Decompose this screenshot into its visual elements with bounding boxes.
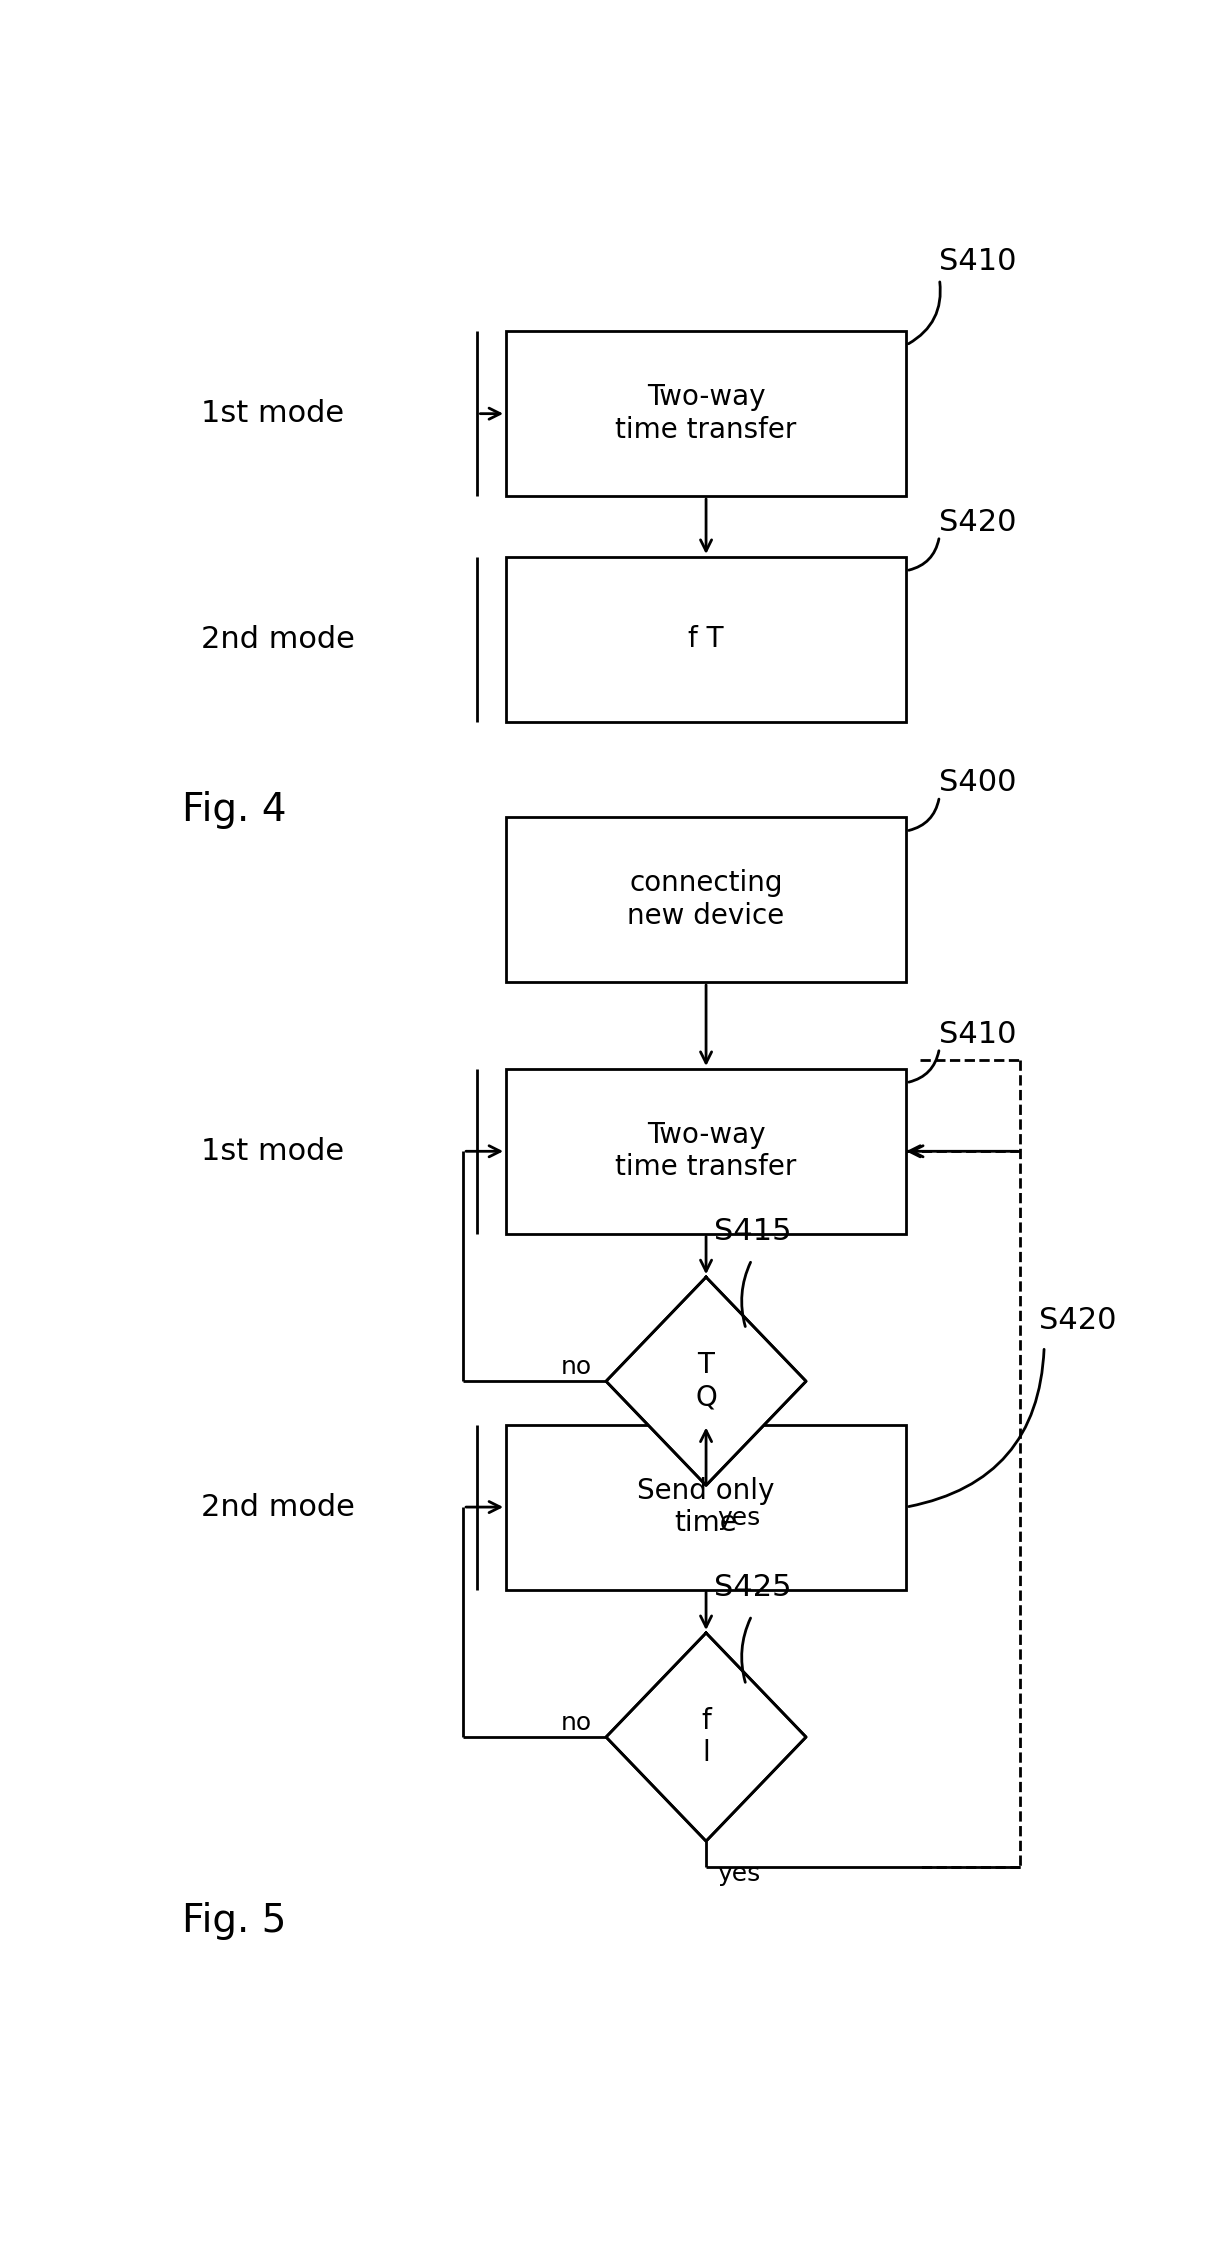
Text: S410: S410 [939,1019,1016,1048]
Text: S400: S400 [939,769,1016,798]
Text: no: no [560,1355,592,1379]
Polygon shape [606,1632,806,1842]
Text: yes: yes [718,1506,761,1530]
Bar [506,331,906,496]
Text: S425: S425 [714,1573,791,1603]
Text: Two-way
time transfer: Two-way time transfer [616,1120,796,1181]
Bar [506,1425,906,1589]
Text: S415: S415 [714,1217,791,1246]
Text: Fig. 4: Fig. 4 [182,791,286,829]
Text: 1st mode: 1st mode [202,1136,344,1165]
Text: f T: f T [688,624,724,654]
Polygon shape [606,1278,806,1485]
Text: S420: S420 [939,507,1016,536]
Text: T
Q: T Q [696,1350,717,1411]
Text: f
l: f l [702,1706,710,1767]
Text: S420: S420 [1040,1305,1117,1334]
Text: S410: S410 [939,248,1016,277]
Bar [506,557,906,721]
Bar [506,818,906,983]
Text: Fig. 5: Fig. 5 [182,1902,286,1941]
Bar [506,1068,906,1233]
Text: 2nd mode: 2nd mode [202,1492,355,1521]
Text: 2nd mode: 2nd mode [202,624,355,654]
Text: 1st mode: 1st mode [202,399,344,428]
Text: no: no [560,1711,592,1736]
Text: Two-way
time transfer: Two-way time transfer [616,383,796,444]
Text: connecting
new device: connecting new device [628,870,784,931]
Text: Send only
time: Send only time [638,1476,774,1537]
Text: yes: yes [718,1862,761,1887]
